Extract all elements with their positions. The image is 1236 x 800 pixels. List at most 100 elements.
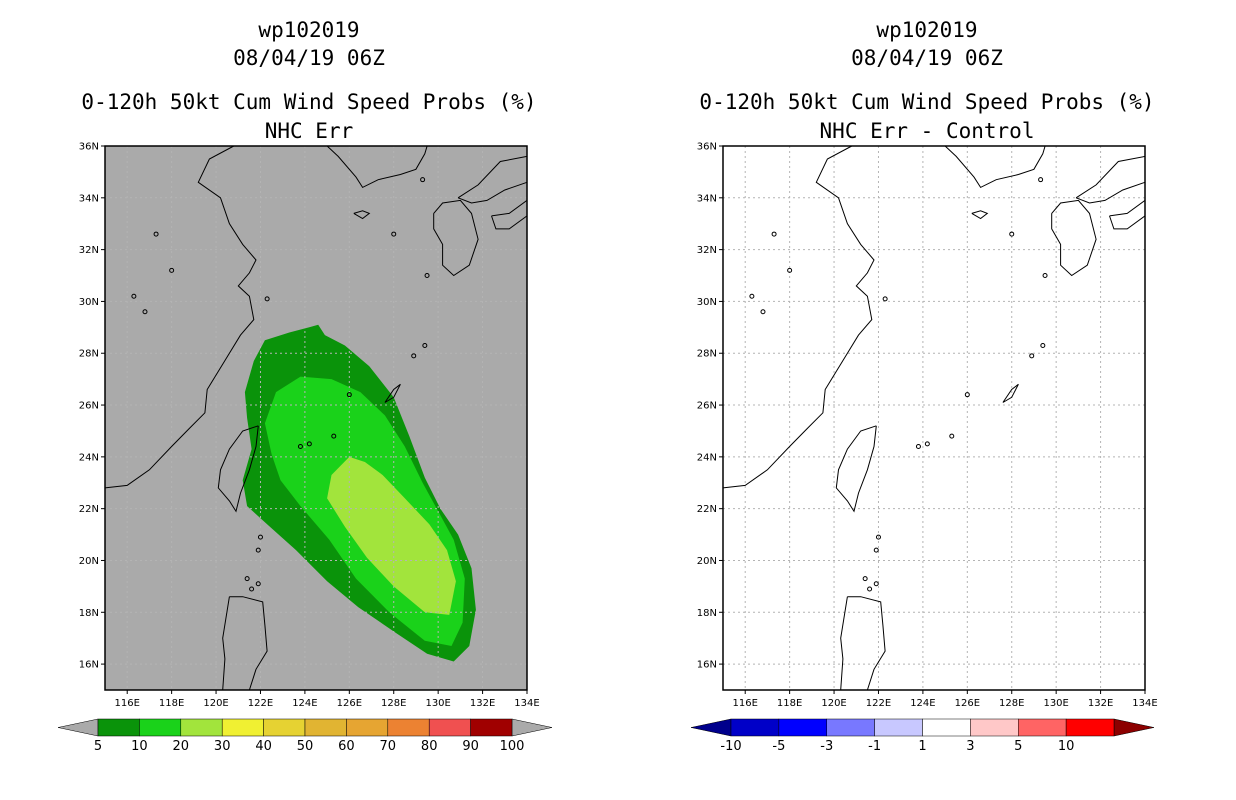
colorbar-label: 1 xyxy=(918,739,926,754)
colorbar-label: 60 xyxy=(338,739,355,754)
colorbar-label: 70 xyxy=(380,739,397,754)
lat-tick-label: 26N xyxy=(79,401,99,412)
island-outline xyxy=(749,293,755,299)
colorbar-under-triangle xyxy=(690,718,732,737)
colorbar-swatch xyxy=(346,718,389,737)
island-outline xyxy=(787,267,793,273)
colorbar-label: 80 xyxy=(421,739,438,754)
island-outline xyxy=(424,273,430,279)
island-outline xyxy=(142,309,148,315)
colorbar-swatch xyxy=(139,718,182,737)
colorbar-over-triangle xyxy=(1113,718,1155,737)
coastline-korea xyxy=(944,145,1046,189)
lat-tick-label: 30N xyxy=(79,297,99,308)
coastline-okinawa xyxy=(1002,383,1019,403)
island-outline xyxy=(771,231,777,237)
colorbar-label: 10 xyxy=(131,739,148,754)
colorbar-swatch xyxy=(180,718,223,737)
island-outline xyxy=(862,576,868,582)
island-outline xyxy=(249,586,255,592)
lon-tick-label: 126E xyxy=(955,698,980,709)
colorbar-swatch xyxy=(1065,718,1115,737)
colorbar-label: 5 xyxy=(1014,739,1022,754)
lon-tick-label: 124E xyxy=(292,698,317,709)
map-background xyxy=(723,146,1145,690)
lon-tick-label: 118E xyxy=(159,698,184,709)
island-outline xyxy=(255,547,261,553)
lon-tick-label: 120E xyxy=(203,698,228,709)
island-outline xyxy=(867,586,873,592)
lon-tick-label: 120E xyxy=(821,698,846,709)
colorbar: 5 10 20 30 40 50 60 70 80 90 100 xyxy=(57,718,553,754)
lat-tick-label: 22N xyxy=(79,504,99,515)
lat-tick-label: 34N xyxy=(697,193,717,204)
island-outline xyxy=(873,581,879,587)
probability-contour-20-30pct xyxy=(327,456,456,615)
island-outline xyxy=(1029,353,1035,359)
colorbar-label: -10 xyxy=(720,739,741,754)
island-outline xyxy=(1038,177,1044,183)
island-outline xyxy=(1042,273,1048,279)
map-frame xyxy=(104,145,528,691)
lon-tick-label: 134E xyxy=(514,698,539,709)
colorbar-label: -1 xyxy=(868,739,881,754)
island-outline xyxy=(760,309,766,315)
island-outline xyxy=(391,231,397,237)
island-outline xyxy=(131,293,137,299)
island-outline xyxy=(420,177,426,183)
coastline-luzon xyxy=(222,596,268,691)
lat-tick-label: 22N xyxy=(697,504,717,515)
lon-tick-label: 130E xyxy=(1043,698,1068,709)
lat-tick-label: 32N xyxy=(79,245,99,256)
coastline-china xyxy=(722,145,875,489)
lat-tick-label: 30N xyxy=(697,297,717,308)
difference-map: 116E 118E 120E 122E 124E 126E 128E 130E 132E 134E… xyxy=(690,142,1158,754)
island-outline xyxy=(257,534,263,540)
coastline-taiwan xyxy=(835,425,877,513)
colorbar-swatch xyxy=(922,718,971,737)
colorbar-swatch xyxy=(874,718,923,737)
island-outline xyxy=(915,443,921,449)
island-outline xyxy=(1040,342,1046,348)
lon-tick-label: 128E xyxy=(999,698,1024,709)
island-outline xyxy=(331,433,337,439)
island-outline xyxy=(882,296,888,302)
colorbar-label: 30 xyxy=(214,739,231,754)
colorbar-label: 10 xyxy=(1058,739,1075,754)
colorbar-swatch xyxy=(263,718,306,737)
lon-tick-label: 132E xyxy=(1088,698,1113,709)
lat-tick-label: 16N xyxy=(79,660,99,671)
island-outline xyxy=(964,392,970,398)
coastline-jeju xyxy=(353,210,371,220)
coastline-okinawa xyxy=(384,383,401,403)
island-outline xyxy=(169,267,175,273)
lat-tick-label: 20N xyxy=(697,556,717,567)
colorbar-swatch xyxy=(304,718,347,737)
colorbar-swatch xyxy=(730,718,780,737)
colorbar-label: 90 xyxy=(462,739,479,754)
date-time-title: 08/04/19 06Z xyxy=(233,46,385,70)
lat-tick-label: 16N xyxy=(697,660,717,671)
lat-tick-label: 18N xyxy=(697,608,717,619)
lon-tick-label: 128E xyxy=(381,698,406,709)
lat-tick-label: 20N xyxy=(79,556,99,567)
coastline-luzon xyxy=(840,596,886,691)
lat-tick-label: 26N xyxy=(697,401,717,412)
colorbar-swatch xyxy=(970,718,1019,737)
colorbar-under-triangle xyxy=(57,718,99,737)
island-outline xyxy=(306,441,312,447)
island-outline xyxy=(346,392,352,398)
island-outline xyxy=(411,353,417,359)
lon-tick-label: 122E xyxy=(866,698,891,709)
colorbar-swatch xyxy=(826,718,875,737)
colorbar-label: 5 xyxy=(94,739,102,754)
lat-tick-label: 18N xyxy=(79,608,99,619)
colorbar-over-triangle xyxy=(511,718,553,737)
lat-tick-label: 36N xyxy=(79,142,99,153)
colorbar-swatch xyxy=(470,718,513,737)
method-title: NHC Err - Control xyxy=(819,119,1035,143)
coastline-taiwan xyxy=(217,425,259,513)
island-outline xyxy=(1009,231,1015,237)
lat-tick-label: 34N xyxy=(79,193,99,204)
island-outline xyxy=(873,547,879,553)
